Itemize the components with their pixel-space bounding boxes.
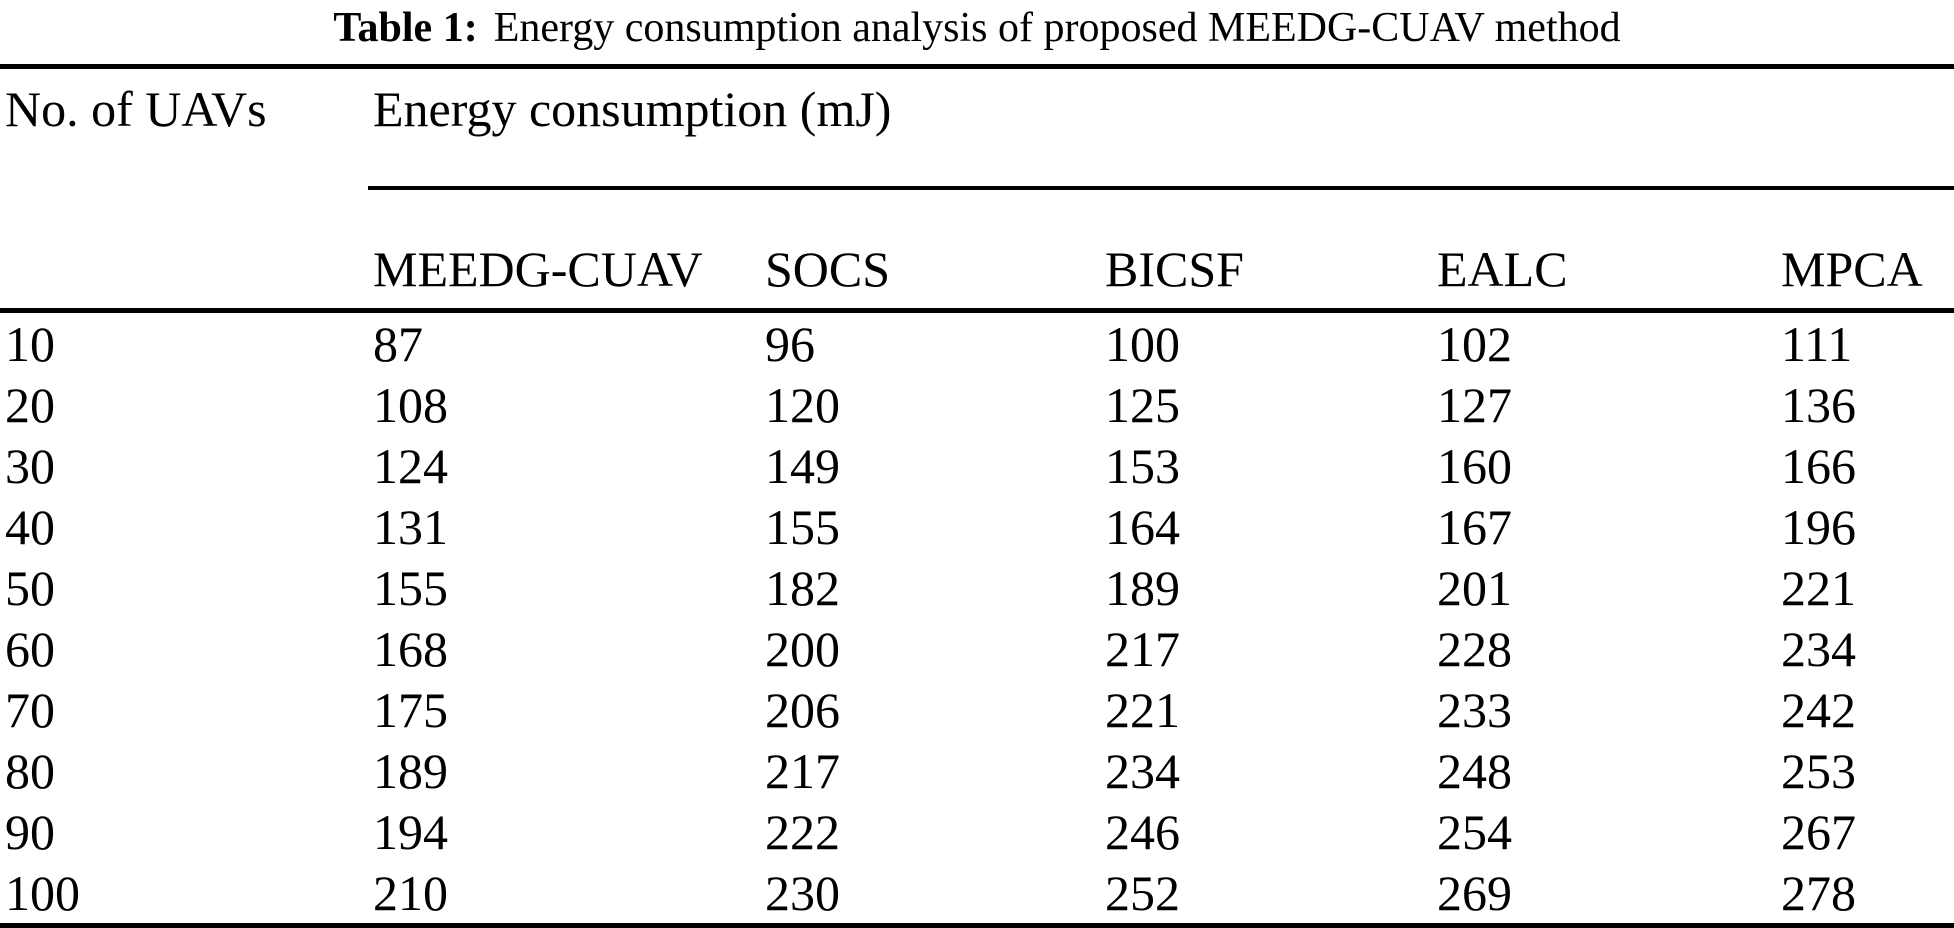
value-cell: 125 bbox=[1105, 376, 1180, 433]
table-row: 60 168 200 217 228 234 bbox=[0, 618, 1954, 679]
row-label-cell: 80 bbox=[5, 742, 55, 799]
value-cell: 189 bbox=[373, 742, 448, 799]
value-cell: 164 bbox=[1105, 498, 1180, 555]
value-cell: 246 bbox=[1105, 803, 1180, 860]
value-cell: 131 bbox=[373, 498, 448, 555]
row-header: No. of UAVs bbox=[5, 81, 267, 137]
column-header-bicsf: BICSF bbox=[1100, 188, 1432, 313]
column-header-ealc: EALC bbox=[1432, 188, 1776, 313]
value-cell: 252 bbox=[1100, 862, 1432, 928]
value-cell: 248 bbox=[1437, 742, 1512, 799]
caption-label: Table 1: bbox=[333, 5, 478, 51]
value-cell: 120 bbox=[765, 376, 840, 433]
value-cell: 124 bbox=[373, 437, 448, 494]
value-cell: 194 bbox=[373, 803, 448, 860]
group-header: Energy consumption (mJ) bbox=[368, 66, 1954, 190]
value-cell: 242 bbox=[1781, 681, 1856, 738]
row-label-cell: 20 bbox=[5, 376, 55, 433]
value-cell: 221 bbox=[1105, 681, 1180, 738]
table-row: 30 124 149 153 160 166 bbox=[0, 435, 1954, 496]
column-header-socs: SOCS bbox=[760, 188, 1100, 313]
column-header-meedg-cuav: MEEDG-CUAV bbox=[368, 188, 760, 313]
row-label-cell: 10 bbox=[5, 315, 55, 372]
value-cell: 136 bbox=[1781, 376, 1856, 433]
value-cell: 228 bbox=[1437, 620, 1512, 677]
value-cell: 196 bbox=[1781, 498, 1856, 555]
value-cell: 234 bbox=[1105, 742, 1180, 799]
value-cell: 175 bbox=[373, 681, 448, 738]
value-cell: 100 bbox=[1105, 315, 1180, 372]
table-row: 100 210 230 252 269 278 bbox=[0, 862, 1954, 928]
table-row: 50 155 182 189 201 221 bbox=[0, 557, 1954, 618]
value-cell: 149 bbox=[765, 437, 840, 494]
value-cell: 267 bbox=[1781, 803, 1856, 860]
value-cell: 96 bbox=[765, 315, 815, 372]
value-cell: 254 bbox=[1437, 803, 1512, 860]
energy-consumption-table: No. of UAVs Energy consumption (mJ) MEED… bbox=[0, 64, 1954, 928]
value-cell: 269 bbox=[1432, 862, 1776, 928]
value-cell: 253 bbox=[1781, 742, 1856, 799]
header-row-columns: MEEDG-CUAV SOCS BICSF EALC MPCA bbox=[0, 188, 1954, 313]
value-cell: 102 bbox=[1437, 315, 1512, 372]
table-row: 80 189 217 234 248 253 bbox=[0, 740, 1954, 801]
value-cell: 230 bbox=[760, 862, 1100, 928]
value-cell: 217 bbox=[1105, 620, 1180, 677]
column-header-mpca: MPCA bbox=[1776, 188, 1954, 313]
value-cell: 155 bbox=[373, 559, 448, 616]
table-row: 10 87 96 100 102 111 bbox=[0, 311, 1954, 375]
header-row-group: No. of UAVs Energy consumption (mJ) bbox=[0, 66, 1954, 190]
value-cell: 108 bbox=[373, 376, 448, 433]
row-label-cell: 50 bbox=[5, 559, 55, 616]
caption-text: Energy consumption analysis of proposed … bbox=[493, 5, 1621, 51]
value-cell: 206 bbox=[765, 681, 840, 738]
value-cell: 200 bbox=[765, 620, 840, 677]
row-label-cell: 90 bbox=[5, 803, 55, 860]
value-cell: 217 bbox=[765, 742, 840, 799]
row-label-cell: 60 bbox=[5, 620, 55, 677]
value-cell: 160 bbox=[1437, 437, 1512, 494]
value-cell: 221 bbox=[1781, 559, 1856, 616]
value-cell: 127 bbox=[1437, 376, 1512, 433]
value-cell: 234 bbox=[1781, 620, 1856, 677]
table-row: 20 108 120 125 127 136 bbox=[0, 374, 1954, 435]
value-cell: 153 bbox=[1105, 437, 1180, 494]
value-cell: 278 bbox=[1776, 862, 1954, 928]
value-cell: 87 bbox=[373, 315, 423, 372]
value-cell: 155 bbox=[765, 498, 840, 555]
table-caption: Table 1: Energy consumption analysis of p… bbox=[0, 0, 1954, 64]
value-cell: 233 bbox=[1437, 681, 1512, 738]
value-cell: 222 bbox=[765, 803, 840, 860]
table-row: 70 175 206 221 233 242 bbox=[0, 679, 1954, 740]
row-label-cell: 100 bbox=[0, 862, 368, 928]
table-row: 90 194 222 246 254 267 bbox=[0, 801, 1954, 862]
row-label-cell: 40 bbox=[5, 498, 55, 555]
value-cell: 168 bbox=[373, 620, 448, 677]
empty-header-cell bbox=[0, 188, 368, 313]
value-cell: 189 bbox=[1105, 559, 1180, 616]
value-cell: 210 bbox=[368, 862, 760, 928]
row-label-cell: 70 bbox=[5, 681, 55, 738]
value-cell: 111 bbox=[1781, 315, 1853, 372]
row-label-cell: 30 bbox=[5, 437, 55, 494]
value-cell: 201 bbox=[1437, 559, 1512, 616]
value-cell: 182 bbox=[765, 559, 840, 616]
value-cell: 167 bbox=[1437, 498, 1512, 555]
value-cell: 166 bbox=[1781, 437, 1856, 494]
table-row: 40 131 155 164 167 196 bbox=[0, 496, 1954, 557]
